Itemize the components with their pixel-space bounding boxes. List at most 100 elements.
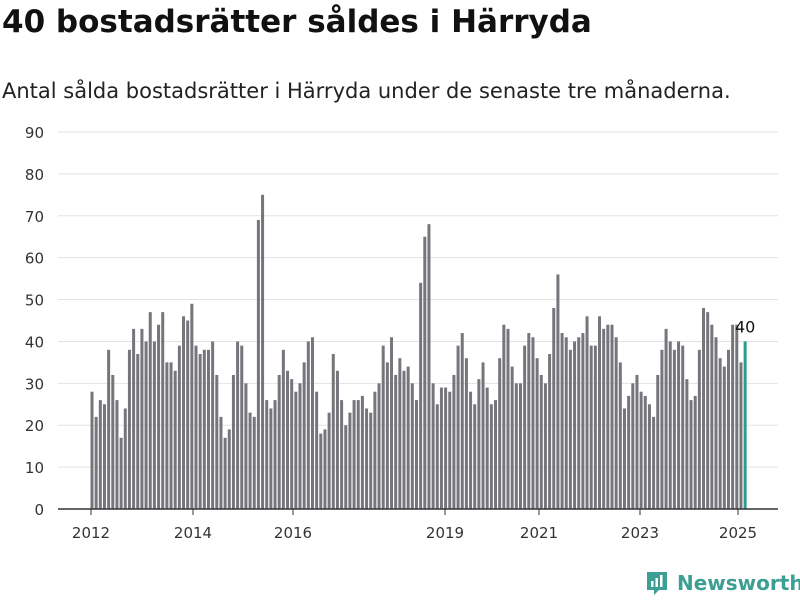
bar bbox=[419, 282, 423, 509]
bar bbox=[190, 303, 194, 509]
bar bbox=[714, 337, 718, 509]
bar bbox=[506, 328, 510, 509]
bar bbox=[473, 404, 477, 509]
bar bbox=[602, 328, 606, 509]
bar bbox=[531, 337, 535, 509]
bar bbox=[739, 362, 743, 509]
bar bbox=[643, 395, 647, 509]
bar bbox=[202, 349, 206, 509]
bar bbox=[331, 354, 335, 509]
bar bbox=[315, 391, 319, 509]
bar bbox=[385, 362, 389, 509]
bar bbox=[352, 400, 356, 509]
bar bbox=[614, 337, 618, 509]
bar bbox=[726, 349, 730, 509]
bar bbox=[206, 349, 210, 509]
data-label: 40 bbox=[735, 317, 755, 336]
bar bbox=[173, 370, 177, 509]
bar bbox=[706, 312, 710, 509]
brand-name: Newsworthy bbox=[677, 571, 800, 595]
bar bbox=[456, 345, 460, 509]
bar bbox=[394, 374, 398, 509]
page-subtitle: Antal sålda bostadsrätter i Härryda unde… bbox=[2, 79, 731, 103]
bar bbox=[157, 324, 161, 509]
bar bbox=[652, 416, 656, 509]
bar bbox=[335, 370, 339, 509]
bar bbox=[273, 400, 277, 509]
bar bbox=[656, 374, 660, 509]
bar bbox=[660, 349, 664, 509]
bar bbox=[552, 307, 556, 509]
bar bbox=[102, 404, 106, 509]
bar bbox=[631, 383, 635, 509]
bar bbox=[390, 337, 394, 509]
bar bbox=[127, 349, 131, 509]
page-title: 40 bostadsrätter såldes i Härryda bbox=[2, 4, 592, 40]
bar bbox=[444, 387, 448, 509]
bar bbox=[731, 324, 735, 509]
bar bbox=[327, 412, 331, 509]
bar bbox=[423, 236, 427, 509]
bar bbox=[365, 408, 369, 509]
newsworthy-logo-icon bbox=[647, 572, 667, 595]
bar bbox=[302, 362, 306, 509]
bar bbox=[664, 328, 668, 509]
bar bbox=[186, 320, 190, 509]
bar bbox=[635, 374, 639, 509]
y-tick-label: 40 bbox=[25, 333, 44, 351]
bar bbox=[256, 219, 260, 509]
bar bbox=[123, 408, 127, 509]
bar bbox=[323, 429, 327, 509]
bar bbox=[111, 374, 115, 509]
bar bbox=[165, 362, 169, 509]
bar bbox=[543, 383, 547, 509]
bar bbox=[402, 370, 406, 509]
bar bbox=[281, 349, 285, 509]
annotations: 40 bbox=[735, 317, 755, 336]
bar bbox=[477, 379, 481, 509]
y-tick-label: 10 bbox=[25, 459, 44, 477]
y-tick-label: 90 bbox=[25, 124, 44, 142]
bar bbox=[431, 383, 435, 509]
bar bbox=[548, 354, 552, 509]
bar bbox=[585, 316, 589, 509]
y-tick-label: 30 bbox=[25, 375, 44, 393]
bar bbox=[373, 391, 377, 509]
bar bbox=[622, 408, 626, 509]
bar bbox=[381, 345, 385, 509]
bar bbox=[144, 341, 148, 509]
bar bbox=[377, 383, 381, 509]
bar bbox=[677, 341, 681, 509]
bar bbox=[98, 400, 102, 509]
bar bbox=[211, 341, 215, 509]
bar bbox=[618, 362, 622, 509]
bar bbox=[356, 400, 360, 509]
bar bbox=[593, 345, 597, 509]
bar bbox=[414, 400, 418, 509]
bar bbox=[535, 358, 539, 509]
bar bbox=[248, 412, 252, 509]
bar bbox=[227, 429, 231, 509]
x-tick-label: 2025 bbox=[719, 524, 757, 542]
bar bbox=[182, 316, 186, 509]
bar bbox=[735, 324, 739, 509]
y-tick-label: 70 bbox=[25, 208, 44, 226]
bar bbox=[598, 316, 602, 509]
bar bbox=[681, 345, 685, 509]
bar bbox=[244, 383, 248, 509]
bar bbox=[498, 358, 502, 509]
bar bbox=[435, 404, 439, 509]
bar bbox=[568, 349, 572, 509]
bar bbox=[489, 404, 493, 509]
x-axis-ticks: 2012 2014 2016 2019 2021 2023 2025 bbox=[72, 509, 757, 542]
highlight-bar bbox=[743, 341, 747, 509]
y-tick-label: 50 bbox=[25, 292, 44, 310]
bar bbox=[494, 400, 498, 509]
y-axis-ticks: 0 10 20 30 40 50 60 70 80 90 bbox=[25, 124, 44, 519]
bar bbox=[298, 383, 302, 509]
bar bbox=[469, 391, 473, 509]
bar bbox=[502, 324, 506, 509]
bar bbox=[306, 341, 310, 509]
x-tick-label: 2016 bbox=[274, 524, 312, 542]
bar bbox=[344, 425, 348, 509]
